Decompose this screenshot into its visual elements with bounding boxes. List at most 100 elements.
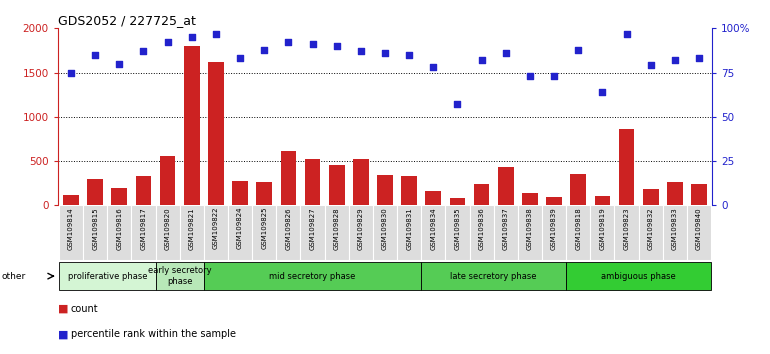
Text: proliferative phase: proliferative phase xyxy=(68,272,147,281)
Bar xyxy=(691,184,707,205)
Bar xyxy=(112,188,127,205)
Text: GSM109818: GSM109818 xyxy=(575,207,581,250)
Bar xyxy=(687,205,711,260)
Text: GSM109814: GSM109814 xyxy=(68,207,74,250)
Bar xyxy=(397,205,421,260)
Point xyxy=(283,40,295,45)
Bar xyxy=(566,262,711,290)
Bar xyxy=(421,262,566,290)
Text: ambiguous phase: ambiguous phase xyxy=(601,272,676,281)
Bar xyxy=(325,205,349,260)
Bar xyxy=(373,205,397,260)
Point xyxy=(548,73,561,79)
Point xyxy=(355,48,367,54)
Point xyxy=(234,56,246,61)
Point xyxy=(186,34,198,40)
Bar xyxy=(638,205,663,260)
Text: ■: ■ xyxy=(58,329,69,339)
Bar xyxy=(450,198,465,205)
Point xyxy=(113,61,126,67)
Bar xyxy=(184,46,199,205)
Bar xyxy=(591,205,614,260)
Text: GSM109822: GSM109822 xyxy=(213,207,219,250)
Bar xyxy=(160,156,176,205)
Bar xyxy=(349,205,373,260)
Bar xyxy=(353,159,369,205)
Bar xyxy=(83,205,107,260)
Text: GSM109820: GSM109820 xyxy=(165,207,171,250)
Text: GSM109828: GSM109828 xyxy=(333,207,340,250)
Bar xyxy=(667,182,683,205)
Point xyxy=(693,56,705,61)
Bar xyxy=(618,129,634,205)
Bar xyxy=(132,205,156,260)
Bar xyxy=(494,205,518,260)
Text: GSM109835: GSM109835 xyxy=(454,207,460,250)
Text: GSM109836: GSM109836 xyxy=(479,207,484,250)
Text: GSM109840: GSM109840 xyxy=(696,207,702,250)
Point xyxy=(209,31,222,36)
Text: GDS2052 / 227725_at: GDS2052 / 227725_at xyxy=(58,14,196,27)
Text: GSM109823: GSM109823 xyxy=(624,207,630,250)
Bar xyxy=(63,195,79,205)
Point xyxy=(427,64,440,70)
Bar xyxy=(204,205,228,260)
Text: GSM109815: GSM109815 xyxy=(92,207,99,250)
Point xyxy=(572,47,584,52)
Text: GSM109830: GSM109830 xyxy=(382,207,388,250)
Bar xyxy=(179,205,204,260)
Point xyxy=(330,43,343,49)
Text: GSM109819: GSM109819 xyxy=(599,207,605,250)
Text: GSM109833: GSM109833 xyxy=(671,207,678,250)
Bar xyxy=(474,184,490,205)
Point xyxy=(475,57,487,63)
Text: GSM109821: GSM109821 xyxy=(189,207,195,250)
Bar xyxy=(305,159,320,205)
Bar xyxy=(276,205,300,260)
Text: GSM109827: GSM109827 xyxy=(310,207,316,250)
Text: GSM109837: GSM109837 xyxy=(503,207,509,250)
Text: GSM109834: GSM109834 xyxy=(430,207,437,250)
Point xyxy=(644,63,657,68)
Bar xyxy=(233,181,248,205)
Point xyxy=(258,47,270,52)
Text: GSM109824: GSM109824 xyxy=(237,207,243,250)
Bar xyxy=(208,62,224,205)
Bar xyxy=(256,182,272,205)
Point xyxy=(89,52,102,58)
Bar xyxy=(228,205,252,260)
Text: GSM109817: GSM109817 xyxy=(140,207,146,250)
Text: other: other xyxy=(2,272,25,281)
Text: percentile rank within the sample: percentile rank within the sample xyxy=(71,329,236,339)
Point xyxy=(451,102,464,107)
Text: early secretory
phase: early secretory phase xyxy=(148,267,212,286)
Bar xyxy=(300,205,325,260)
Bar xyxy=(643,189,658,205)
Bar xyxy=(377,175,393,205)
Text: count: count xyxy=(71,304,99,314)
Text: late secretory phase: late secretory phase xyxy=(450,272,537,281)
Bar xyxy=(136,176,152,205)
Bar xyxy=(59,262,156,290)
Bar xyxy=(421,205,445,260)
Bar xyxy=(280,152,296,205)
Point xyxy=(524,73,536,79)
Bar xyxy=(571,175,586,205)
Bar xyxy=(156,262,204,290)
Bar xyxy=(470,205,494,260)
Text: GSM109832: GSM109832 xyxy=(648,207,654,250)
Text: mid secretory phase: mid secretory phase xyxy=(270,272,356,281)
Bar xyxy=(204,262,421,290)
Bar xyxy=(594,195,610,205)
Point xyxy=(162,40,174,45)
Text: GSM109829: GSM109829 xyxy=(358,207,364,250)
Text: GSM109838: GSM109838 xyxy=(527,207,533,250)
Bar xyxy=(542,205,566,260)
Point xyxy=(403,52,415,58)
Bar xyxy=(498,167,514,205)
Text: GSM109831: GSM109831 xyxy=(406,207,412,250)
Text: ■: ■ xyxy=(58,304,69,314)
Bar xyxy=(252,205,276,260)
Text: GSM109816: GSM109816 xyxy=(116,207,122,250)
Text: GSM109839: GSM109839 xyxy=(551,207,557,250)
